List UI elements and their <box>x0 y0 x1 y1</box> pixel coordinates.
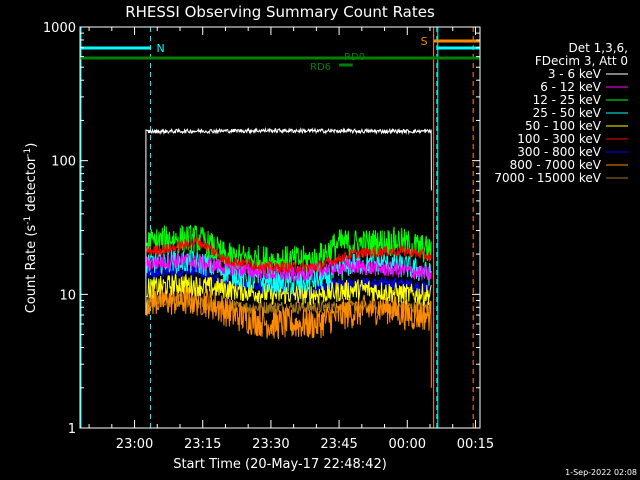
y-axis-label-sup2: -1 <box>23 148 33 157</box>
y-tick-label-1000: 1000 <box>43 21 76 36</box>
y-axis: 1 10 100 1000 <box>43 21 480 437</box>
legend-label-300-800-kev: 300 - 800 keV <box>517 145 601 159</box>
series-line-3-6-kev <box>145 127 432 316</box>
x-tick-label-00-00: 00:00 <box>389 437 426 452</box>
x-tick-label-23-45: 23:45 <box>320 437 357 452</box>
night-label: N <box>156 42 164 55</box>
plot-frame <box>79 26 481 429</box>
legend-label-12-25-kev: 12 - 25 keV <box>533 93 602 107</box>
flag-bars: N S RD6 RD0 <box>80 27 480 428</box>
legend-label-7000-15000-kev: 7000 - 15000 keV <box>494 171 601 185</box>
x-axis: 23:00 23:15 23:30 23:45 00:00 00:15 <box>88 27 494 452</box>
footer-date: 1-Sep-2022 02:08 <box>565 468 637 477</box>
chart-title: RHESSI Observing Summary Count Rates <box>125 3 435 21</box>
series-group <box>145 127 432 388</box>
legend-label-50-100-kev: 50 - 100 keV <box>525 119 602 133</box>
x-tick-label-00-15: 00:15 <box>457 437 494 452</box>
series-line-100-300-kev <box>145 237 432 274</box>
y-tick-label-1: 1 <box>68 422 76 437</box>
y-axis-label-main: Count Rate (s <box>24 225 39 314</box>
legend-header-line-1: Det 1,3,6, <box>569 41 629 55</box>
legend-label-100-300-kev: 100 - 300 keV <box>517 132 601 146</box>
y-tick-label-100: 100 <box>51 155 76 170</box>
y-axis-label-end: ) <box>24 143 39 148</box>
x-axis-label: Start Time (20-May-17 22:48:42) <box>173 457 387 472</box>
y-axis-label-sup: -1 <box>23 216 33 225</box>
series-line-6-12-kev <box>145 252 432 282</box>
series-line-50-100-kev <box>145 273 432 307</box>
series-line-800-7000-kev <box>145 283 432 388</box>
x-tick-label-23-15: 23:15 <box>184 437 221 452</box>
rd6-label: RD6 <box>310 62 331 73</box>
saa-label: S <box>421 35 428 48</box>
legend-label-6-12-kev: 6 - 12 keV <box>540 80 602 94</box>
rd0-label: RD0 <box>344 52 365 63</box>
legend-label-3-6-kev: 3 - 6 keV <box>548 67 602 81</box>
legend-label-800-7000-kev: 800 - 7000 keV <box>510 158 602 172</box>
y-tick-label-10: 10 <box>59 288 76 303</box>
x-tick-label-23-00: 23:00 <box>116 437 153 452</box>
legend-label-25-50-kev: 25 - 50 keV <box>533 106 602 120</box>
x-tick-label-23-30: 23:30 <box>252 437 289 452</box>
y-axis-label-tail: detector <box>24 156 39 216</box>
legend-header-line-2: FDecim 3, Att 0 <box>535 54 628 68</box>
y-axis-label: Count Rate (s-1 detector-1) <box>23 143 39 314</box>
series-line-25-50-kev <box>145 249 432 295</box>
